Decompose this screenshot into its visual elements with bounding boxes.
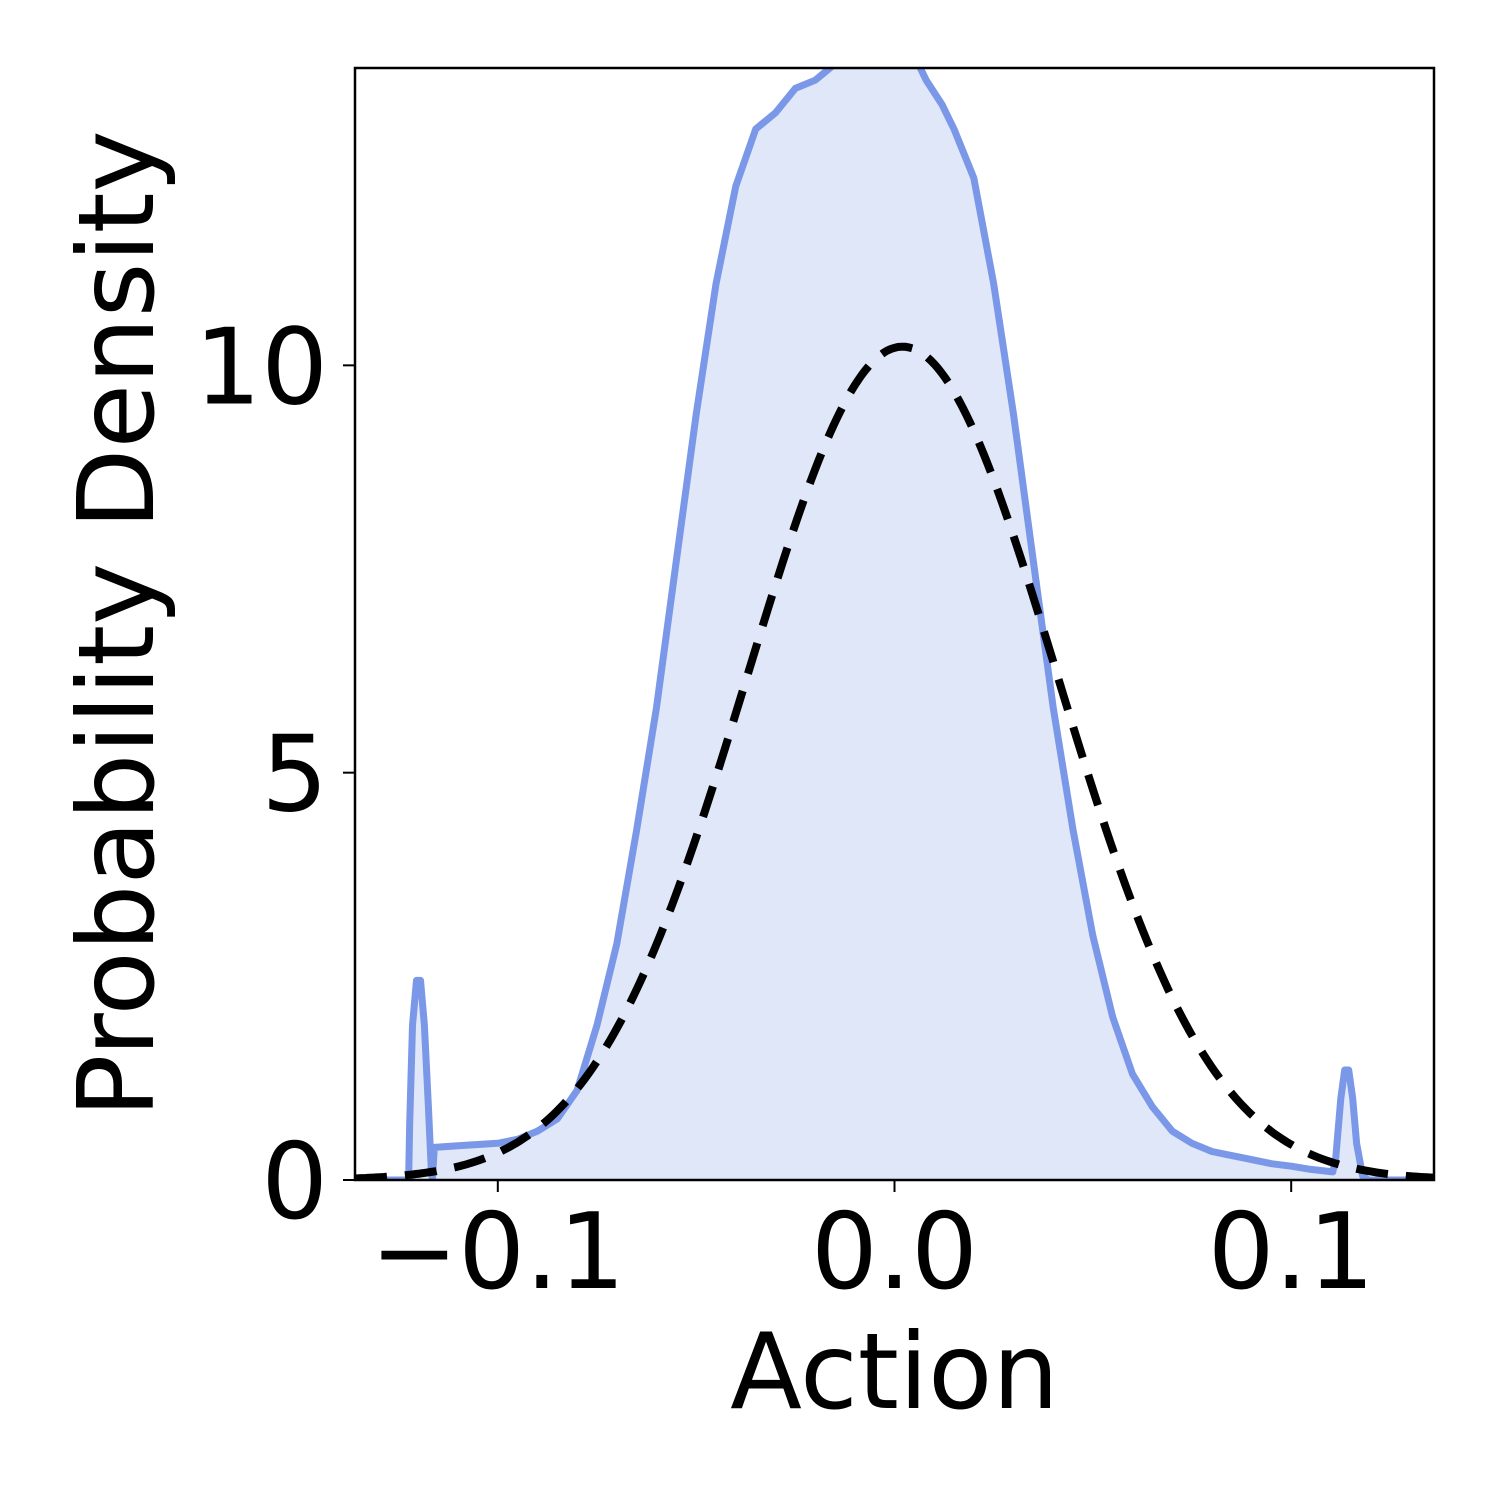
x-axis-title: Action	[730, 1311, 1059, 1433]
y-tick-label: 10	[194, 306, 328, 428]
x-axis: −0.1 0.0 0.1	[370, 1180, 1375, 1313]
y-tick-label: 5	[261, 714, 328, 836]
density-fill	[355, 68, 1434, 1180]
x-tick-label: −0.1	[370, 1191, 625, 1313]
y-axis: 0 5 10	[194, 306, 355, 1243]
x-tick-label: 0.0	[811, 1191, 978, 1313]
plot-area	[355, 68, 1434, 1180]
y-tick-label: 0	[261, 1121, 328, 1243]
normal-fit-line	[355, 342, 1434, 1180]
x-tick-label: 0.1	[1208, 1191, 1375, 1313]
y-axis-title: Probability Density	[56, 130, 178, 1118]
density-line	[355, 68, 1434, 1180]
